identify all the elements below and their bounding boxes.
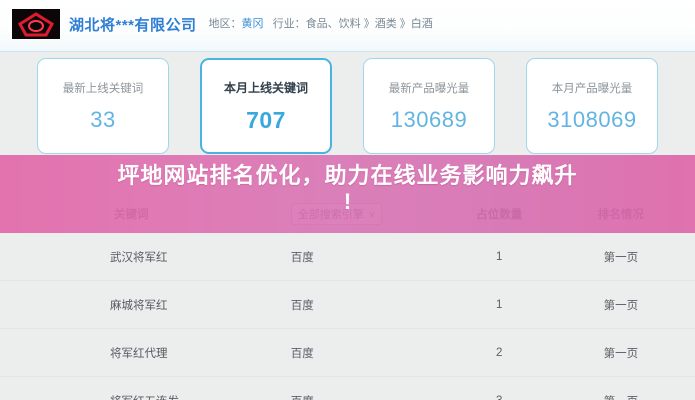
stat-card-value: 33: [90, 106, 116, 132]
cell-engine: 百度: [290, 299, 314, 312]
cell-engine: 百度: [290, 347, 314, 360]
table-row[interactable]: 将军红五连发 百度 3 第一页: [0, 376, 695, 400]
stat-card-month-exposure[interactable]: 本月产品曝光量 3108069: [526, 58, 658, 154]
cell-engine: 百度: [291, 393, 430, 400]
cell-keyword: 将军红代理: [110, 347, 168, 360]
cell-count: 1: [496, 250, 503, 263]
cell-keyword: 将军红五连发: [22, 393, 291, 400]
stat-card-month-keywords[interactable]: 本月上线关键词 707: [200, 58, 332, 154]
table-row[interactable]: 将军红代理 百度 2 第一页: [0, 328, 695, 376]
page-header: 湖北将***有限公司 地区：黄冈 行业：食品、饮料 》酒类 》白酒: [0, 0, 695, 52]
cell-rank: 第一页: [603, 347, 639, 360]
stat-card-label: 本月上线关键词: [223, 80, 308, 95]
company-name: 湖北将***有限公司: [69, 16, 197, 34]
cell-count: 3: [430, 395, 569, 400]
stat-card-latest-keywords[interactable]: 最新上线关键词 33: [37, 58, 169, 154]
stat-card-value: 130689: [390, 106, 468, 132]
company-info-row: 湖北将***有限公司 地区：黄冈 行业：食品、饮料 》酒类 》白酒: [12, 8, 433, 40]
cell-rank: 第一页: [569, 393, 673, 400]
cell-rank: 第一页: [603, 251, 639, 264]
table-row[interactable]: 麻城将军红 百度 1 第一页: [0, 280, 695, 328]
stat-card-value: 707: [246, 106, 286, 133]
company-meta: 地区：黄冈 行业：食品、饮料 》酒类 》白酒: [209, 9, 433, 39]
table-row[interactable]: 武汉将军红 百度 1 第一页: [0, 232, 695, 280]
region-label: 地区：: [208, 18, 242, 30]
stat-card-label: 最新上线关键词: [62, 82, 144, 95]
pentagon-star-logo-icon: [18, 12, 54, 37]
cell-count: 2: [496, 346, 503, 359]
region-value: 黄冈: [241, 18, 264, 30]
industry-label: 行业：: [272, 18, 306, 30]
stat-card-latest-exposure[interactable]: 最新产品曝光量 130689: [363, 58, 495, 154]
promo-banner-text-line1: 坪地网站排名优化，助力在线业务影响力飙升: [117, 163, 578, 188]
promo-banner-text-line2: !: [343, 189, 352, 214]
stat-card-value: 3108069: [547, 106, 637, 132]
stat-card-label: 最新产品曝光量: [388, 82, 470, 95]
cell-count: 1: [496, 298, 503, 311]
stat-cards: 最新上线关键词 33 本月上线关键词 707 最新产品曝光量 130689 本月…: [0, 58, 695, 158]
cell-engine: 百度: [290, 251, 314, 264]
cell-keyword: 武汉将军红: [110, 251, 168, 264]
promo-banner-overlay: 坪地网站排名优化，助力在线业务影响力飙升 !: [0, 155, 695, 233]
industry-value: 食品、饮料 》酒类 》白酒: [305, 18, 433, 30]
stat-card-label: 本月产品曝光量: [551, 82, 633, 95]
cell-keyword: 麻城将军红: [110, 299, 168, 312]
cell-rank: 第一页: [603, 299, 639, 312]
company-logo: [12, 9, 60, 39]
